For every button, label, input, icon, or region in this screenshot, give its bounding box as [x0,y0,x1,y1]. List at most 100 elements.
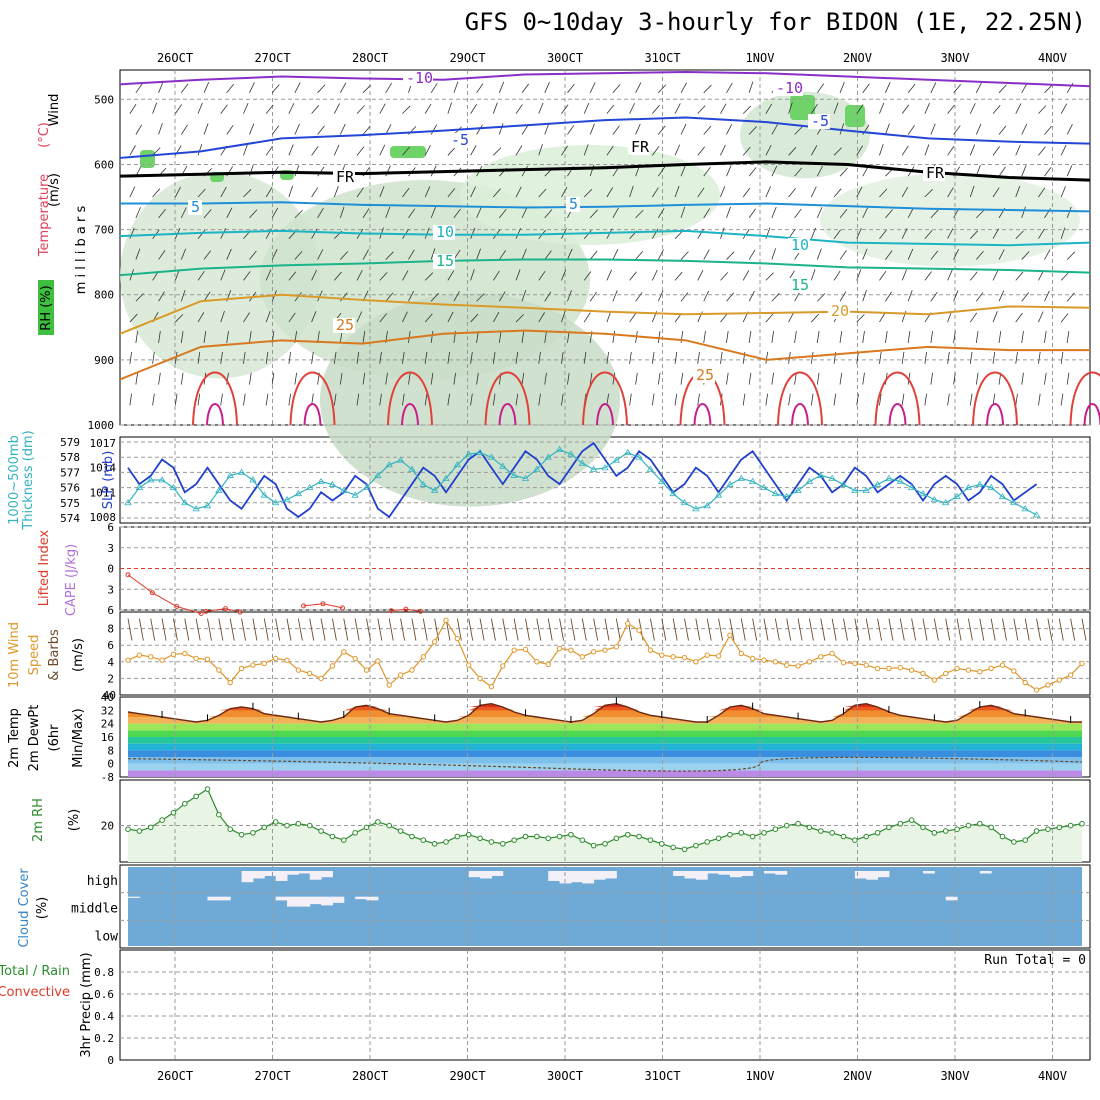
rh2m-point [454,833,461,840]
wind-barb [771,206,777,219]
wind-barb-10m [808,618,814,641]
rh-high-shading [390,146,426,158]
wind-barb-10m [752,618,758,641]
y-tick-label-precip: 0.8 [94,966,114,979]
cloud-bar-middle [355,896,367,900]
wind-barb [174,104,183,114]
wind-barb [515,104,523,114]
wind-barb [152,393,155,406]
wind-barb [862,331,865,343]
wind-barb-10m [400,618,406,641]
wind-barb [288,103,295,114]
lifted-index-point [203,608,209,614]
wind-barb [333,351,337,364]
wind-barb [748,372,752,385]
wind-barb [498,331,502,343]
wind-barb [703,208,711,219]
y-tick-label-rh: 20 [101,820,114,833]
wind10-point [659,652,665,658]
rh2m-point [375,819,381,825]
wind-barb [249,331,252,343]
wind-barb [265,187,273,198]
wind-barb [953,372,956,385]
thickness-point [567,450,575,457]
thickness-point [1021,505,1029,512]
wind-barb [765,272,774,281]
wind-barb [265,145,273,156]
wind-barb-10m [911,618,917,641]
wind-barb [129,351,133,364]
wind-barb-10m [127,618,133,641]
wind-barb [135,372,139,385]
wind10-point [466,662,472,668]
cloud-bar-middle [309,896,322,905]
wind-barb [492,102,498,114]
wind-barb [1060,144,1067,156]
y-axis-label-temp2m: 2m Temp [7,708,22,768]
rh2m-point [874,830,881,836]
wind-barb [657,331,661,343]
wind10-point [238,665,245,672]
wind10-point [170,651,177,658]
rh-high-shading [140,150,155,168]
wind-barb [385,82,392,94]
series-line-lifted-index [391,608,421,612]
wind-barb [288,185,294,198]
wind-barb [362,84,371,94]
wind-barb [538,393,541,406]
wind-barb-10m [979,618,985,641]
wind-barb [203,82,210,93]
wind-barb [589,123,595,135]
y-axis-label-rh: RH (%) [39,285,54,330]
rh2m-point [352,830,358,836]
rh2m-point [670,844,676,851]
wind-barb [476,293,485,302]
wind-barb-10m [718,618,724,641]
wind-barb [271,125,280,135]
wind-barb [288,312,296,323]
wind-barb [1021,372,1024,385]
wind-barb [362,372,366,385]
thickness-point [306,483,314,490]
rh2m-point [329,833,336,840]
wind-barb [765,351,769,364]
y-tick-label-temp: 24 [101,718,115,731]
thickness-point [419,480,427,487]
y-tick-label-precip: 0.2 [94,1032,114,1045]
wind-barb [476,83,484,94]
cloud-bar-middle [287,896,299,907]
wind-barb [271,84,280,94]
temperature-contour-35 [303,403,322,426]
wind-barb [748,331,752,343]
wind-barb [271,372,275,385]
wind-barb [680,123,687,135]
wind-barb [470,313,479,323]
wind-barb [992,311,998,323]
wind-barb [220,228,227,239]
thickness-point [726,480,734,487]
thickness-point [930,495,939,503]
contour-label: 10 [791,236,809,254]
wind-barb [606,393,610,406]
wind-barb [1021,206,1026,218]
wind-barb [220,186,227,198]
wind-barb [567,290,572,302]
wind-barb [226,207,233,219]
contour-label: 5 [569,195,578,213]
contour-label-bg [923,166,945,181]
wind10-point [250,662,256,668]
y-axis-label-wind10-barbs: & Barbs [47,629,62,681]
wind-barb [856,145,863,156]
rh2m-point [863,833,870,840]
wind10-point [352,655,358,662]
wind-barb [1066,251,1076,260]
wind-barb [521,83,530,94]
temperature-contour-30 [387,371,433,426]
rh2m-point [1033,828,1040,834]
wind-barb [249,250,257,260]
contour-label: 15 [436,252,454,270]
wind10-point [284,657,290,663]
wind-barb [862,248,868,260]
wind-barb-10m [922,618,928,641]
wind-barb [340,251,349,260]
